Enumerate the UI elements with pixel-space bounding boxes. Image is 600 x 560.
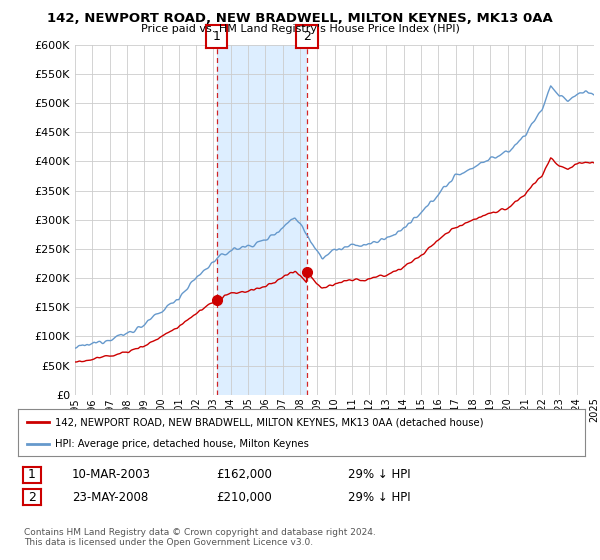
Text: Contains HM Land Registry data © Crown copyright and database right 2024.
This d: Contains HM Land Registry data © Crown c…	[24, 528, 376, 547]
Text: 29% ↓ HPI: 29% ↓ HPI	[348, 491, 410, 504]
Text: 10-MAR-2003: 10-MAR-2003	[72, 468, 151, 482]
Text: £210,000: £210,000	[216, 491, 272, 504]
Text: 1: 1	[28, 468, 36, 482]
Text: 1: 1	[213, 30, 221, 43]
Text: 2: 2	[303, 30, 311, 43]
Text: 23-MAY-2008: 23-MAY-2008	[72, 491, 148, 504]
Text: 142, NEWPORT ROAD, NEW BRADWELL, MILTON KEYNES, MK13 0AA (detached house): 142, NEWPORT ROAD, NEW BRADWELL, MILTON …	[55, 417, 484, 427]
Text: HPI: Average price, detached house, Milton Keynes: HPI: Average price, detached house, Milt…	[55, 439, 309, 449]
Text: 142, NEWPORT ROAD, NEW BRADWELL, MILTON KEYNES, MK13 0AA: 142, NEWPORT ROAD, NEW BRADWELL, MILTON …	[47, 12, 553, 25]
Text: £162,000: £162,000	[216, 468, 272, 482]
Bar	[217, 45, 307, 395]
Text: 29% ↓ HPI: 29% ↓ HPI	[348, 468, 410, 482]
Text: Price paid vs. HM Land Registry's House Price Index (HPI): Price paid vs. HM Land Registry's House …	[140, 24, 460, 34]
Text: 2: 2	[28, 491, 36, 504]
